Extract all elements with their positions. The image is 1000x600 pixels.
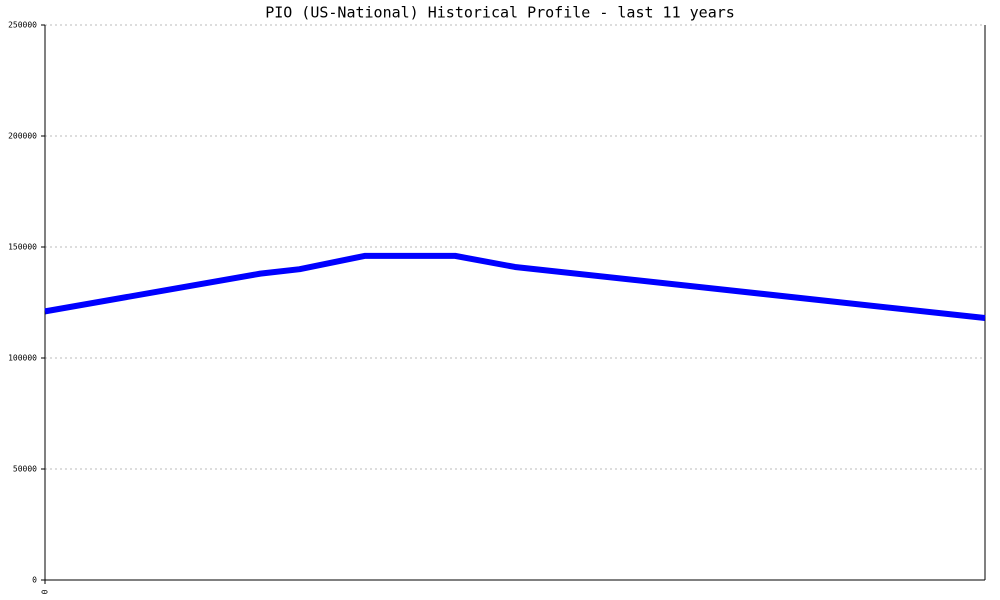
y-tick-label: 250000 (8, 21, 37, 30)
y-tick-label: 100000 (8, 354, 37, 363)
line-series (44, 252, 986, 322)
y-tick-label: 150000 (8, 243, 37, 252)
y-tick-label: 200000 (8, 132, 37, 141)
y-tick-label: 0 (32, 576, 37, 585)
x-tick-label: 0 (41, 589, 50, 594)
chart-title: PIO (US-National) Historical Profile - l… (265, 4, 735, 22)
y-tick-label: 50000 (13, 465, 37, 474)
